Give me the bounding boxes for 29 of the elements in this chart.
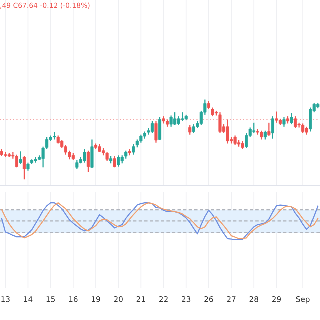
candlestick: [64, 144, 68, 156]
candlestick: [245, 132, 248, 150]
candlestick: [15, 154, 18, 168]
candlestick: [282, 116, 286, 128]
candlestick: [275, 111, 278, 124]
candlestick: [22, 156, 26, 180]
candlestick: [294, 116, 298, 130]
candlestick: [150, 120, 154, 134]
candlestick: [158, 116, 162, 142]
candlestick: [132, 144, 136, 156]
candlestick: [174, 112, 177, 126]
candlestick: [290, 112, 294, 126]
candlestick: [302, 123, 305, 134]
candlestick: [268, 122, 271, 138]
candlestick: [170, 115, 173, 128]
candlestick: [154, 120, 158, 144]
candlestick: [234, 135, 237, 146]
candlestick: [188, 124, 192, 136]
candlestick: [252, 122, 256, 134]
candlestick: [90, 139, 94, 169]
candlestick: [309, 107, 312, 132]
candlestick: [19, 151, 22, 165]
candlestick: [86, 150, 90, 173]
candlestick: [117, 155, 120, 168]
candlestick: [226, 119, 230, 144]
candlestick: [83, 148, 86, 164]
candlestick: [271, 116, 274, 140]
candlestick: [218, 112, 222, 134]
candlestick: [113, 156, 116, 168]
